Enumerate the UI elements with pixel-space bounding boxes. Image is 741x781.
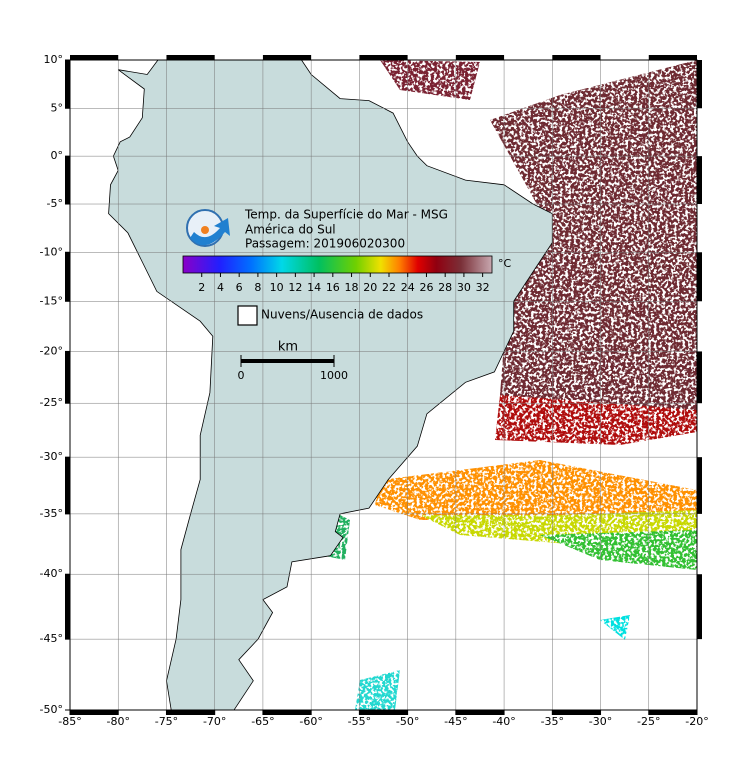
colorbar-tick-label: 4 xyxy=(217,281,224,294)
colorbar-tick-label: 32 xyxy=(476,281,490,294)
frame-band xyxy=(455,710,505,715)
frame-band xyxy=(262,710,312,715)
colorbar-tick-label: 6 xyxy=(236,281,243,294)
cloud-legend-label: Nuvens/Ausencia de dados xyxy=(261,308,423,322)
frame-band xyxy=(697,574,702,640)
frame-band xyxy=(65,351,70,404)
frame-band xyxy=(697,156,702,205)
colorbar-tick-label: 2 xyxy=(198,281,205,294)
cloud-legend-swatch xyxy=(237,305,258,326)
scale-tick-label: 0 xyxy=(238,369,245,382)
colorbar-tick-label: 10 xyxy=(270,281,284,294)
y-tick-label: -15° xyxy=(40,294,63,307)
frame-band xyxy=(166,710,215,715)
frame-band xyxy=(552,55,601,60)
colorbar-tick-label: 28 xyxy=(438,281,452,294)
x-tick-label: -85° xyxy=(58,715,81,728)
x-tick-label: -60° xyxy=(299,715,322,728)
frame-band xyxy=(455,55,505,60)
frame-band xyxy=(697,351,702,404)
colorbar-unit: °C xyxy=(498,257,512,270)
pass-time: Passagem: 201906020300 xyxy=(245,237,405,251)
y-tick-label: -25° xyxy=(40,396,63,409)
scale-unit: km xyxy=(278,340,298,355)
scale-tick-label: 1000 xyxy=(320,369,348,382)
y-tick-label: -5° xyxy=(47,197,63,210)
frame-band xyxy=(697,60,702,109)
map-area xyxy=(70,60,697,710)
frame-band xyxy=(65,574,70,640)
frame-band xyxy=(65,156,70,205)
x-tick-label: -50° xyxy=(396,715,419,728)
x-tick-label: -55° xyxy=(348,715,371,728)
y-tick-label: 0° xyxy=(51,149,64,162)
x-tick-label: -35° xyxy=(541,715,564,728)
frame-band xyxy=(359,710,408,715)
y-tick-label: -50° xyxy=(40,703,63,716)
y-tick-label: 5° xyxy=(51,101,64,114)
x-tick-label: -40° xyxy=(492,715,515,728)
frame-band xyxy=(648,55,697,60)
y-tick-label: -20° xyxy=(40,344,63,357)
inpe-logo xyxy=(186,209,230,247)
x-tick-label: -30° xyxy=(589,715,612,728)
y-tick-label: 10° xyxy=(44,53,64,66)
scale-bar xyxy=(241,359,334,363)
colorbar xyxy=(182,255,493,274)
colorbar-tick-label: 8 xyxy=(254,281,261,294)
x-tick-label: -80° xyxy=(106,715,129,728)
colorbar-tick-label: 18 xyxy=(345,281,359,294)
x-tick-label: -70° xyxy=(203,715,226,728)
frame-band xyxy=(262,55,312,60)
frame-band xyxy=(552,710,601,715)
y-tick-label: -30° xyxy=(40,450,63,463)
colorbar-tick-label: 12 xyxy=(288,281,302,294)
frame-band xyxy=(648,710,697,715)
x-tick-label: -45° xyxy=(444,715,467,728)
x-tick-label: -25° xyxy=(637,715,660,728)
frame-band xyxy=(697,252,702,302)
frame-band xyxy=(65,252,70,302)
colorbar-tick-label: 24 xyxy=(401,281,415,294)
x-tick-label: -75° xyxy=(155,715,178,728)
colorbar-tick-label: 14 xyxy=(307,281,321,294)
frame-band xyxy=(65,60,70,109)
frame-band xyxy=(70,55,119,60)
map-title: Temp. da Superfície do Mar - MSG xyxy=(244,208,448,222)
frame-band xyxy=(359,55,408,60)
x-tick-label: -65° xyxy=(251,715,274,728)
y-tick-label: -35° xyxy=(40,507,63,520)
y-tick-label: -45° xyxy=(40,632,63,645)
map-region: América do Sul xyxy=(245,223,336,237)
x-tick-label: -20° xyxy=(685,715,708,728)
frame-band xyxy=(65,457,70,514)
colorbar-tick-label: 20 xyxy=(363,281,377,294)
colorbar-tick-label: 16 xyxy=(326,281,340,294)
y-tick-label: -10° xyxy=(40,245,63,258)
frame-band xyxy=(697,457,702,514)
colorbar-tick-label: 30 xyxy=(457,281,471,294)
frame-band xyxy=(166,55,215,60)
y-tick-label: -40° xyxy=(40,567,63,580)
frame-band xyxy=(70,710,119,715)
colorbar-tick-label: 26 xyxy=(419,281,433,294)
colorbar-tick-label: 22 xyxy=(382,281,396,294)
